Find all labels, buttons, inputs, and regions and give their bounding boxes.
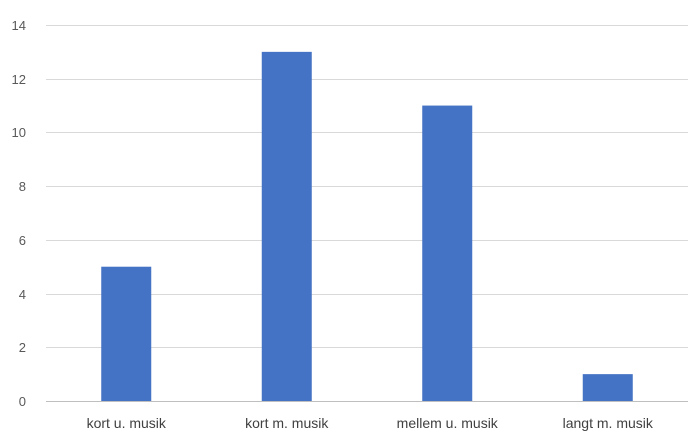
bar-mellem-u-musik xyxy=(422,105,473,402)
y-axis-tick-labels: 0 2 4 6 8 10 12 14 xyxy=(12,18,26,409)
bar-langt-m-musik xyxy=(582,374,633,401)
y-tick-label: 14 xyxy=(12,18,26,33)
y-tick-label: 6 xyxy=(19,233,26,248)
gridlines xyxy=(46,25,688,402)
bar-kort-m-musik xyxy=(261,51,312,401)
y-tick-label: 0 xyxy=(19,394,26,409)
x-axis-category-labels: kort u. musik kort m. musik mellem u. musi… xyxy=(87,415,654,431)
x-category-label: kort m. musik xyxy=(245,415,329,431)
y-tick-label: 8 xyxy=(19,179,26,194)
x-category-label: kort u. musik xyxy=(87,415,167,431)
bars xyxy=(101,51,633,402)
y-tick-label: 10 xyxy=(12,125,26,140)
x-category-label: mellem u. musik xyxy=(397,415,499,431)
x-category-label: langt m. musik xyxy=(563,415,654,431)
bar-kort-u-musik xyxy=(101,266,152,401)
y-tick-label: 12 xyxy=(12,72,26,87)
y-tick-label: 4 xyxy=(19,287,26,302)
y-tick-label: 2 xyxy=(19,340,26,355)
